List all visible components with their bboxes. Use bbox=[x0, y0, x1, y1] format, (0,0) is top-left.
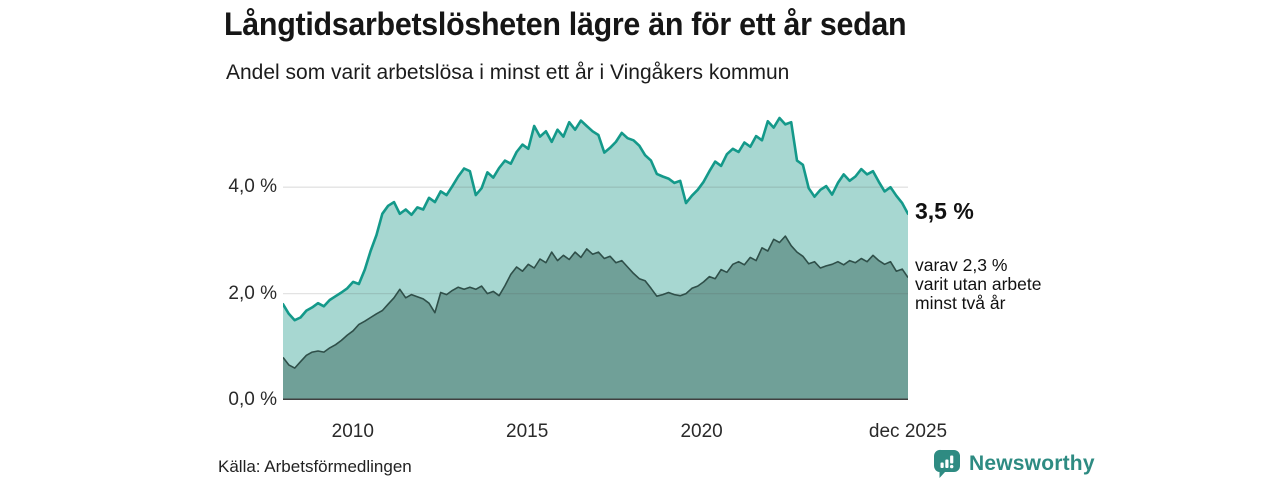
end-sub-line-3: minst två år bbox=[915, 293, 1006, 313]
y-tick-label: 2,0 % bbox=[228, 282, 277, 304]
y-tick-label: 0,0 % bbox=[228, 389, 277, 410]
x-tick-label: dec 2025 bbox=[868, 421, 948, 442]
page-subtitle: Andel som varit arbetslösa i minst ett å… bbox=[226, 61, 790, 84]
x-tick-label: 2020 bbox=[680, 421, 723, 442]
x-tick-label: 2010 bbox=[331, 421, 374, 442]
source-note: Källa: Arbetsförmedlingen bbox=[218, 457, 412, 476]
brand-lockup: Newsworthy bbox=[934, 449, 1095, 479]
x-tick-label: 2015 bbox=[506, 421, 549, 442]
newsworthy-logo-icon bbox=[934, 449, 960, 478]
chart-canvas bbox=[283, 116, 908, 400]
line-total bbox=[283, 116, 908, 322]
end-sub-line-1: varav 2,3 % bbox=[915, 255, 1008, 275]
page-title: Långtidsarbetslösheten lägre än för ett … bbox=[224, 6, 907, 42]
end-value-label: 3,5 % bbox=[915, 198, 974, 224]
line-two-year bbox=[283, 235, 908, 369]
area-two-year bbox=[283, 236, 908, 400]
end-sub-annotation: varav 2,3 % varit utan arbete minst två … bbox=[915, 256, 1041, 313]
end-sub-line-2: varit utan arbete bbox=[915, 274, 1042, 294]
brand-name: Newsworthy bbox=[969, 452, 1095, 475]
y-tick-label: 4,0 % bbox=[228, 176, 277, 198]
